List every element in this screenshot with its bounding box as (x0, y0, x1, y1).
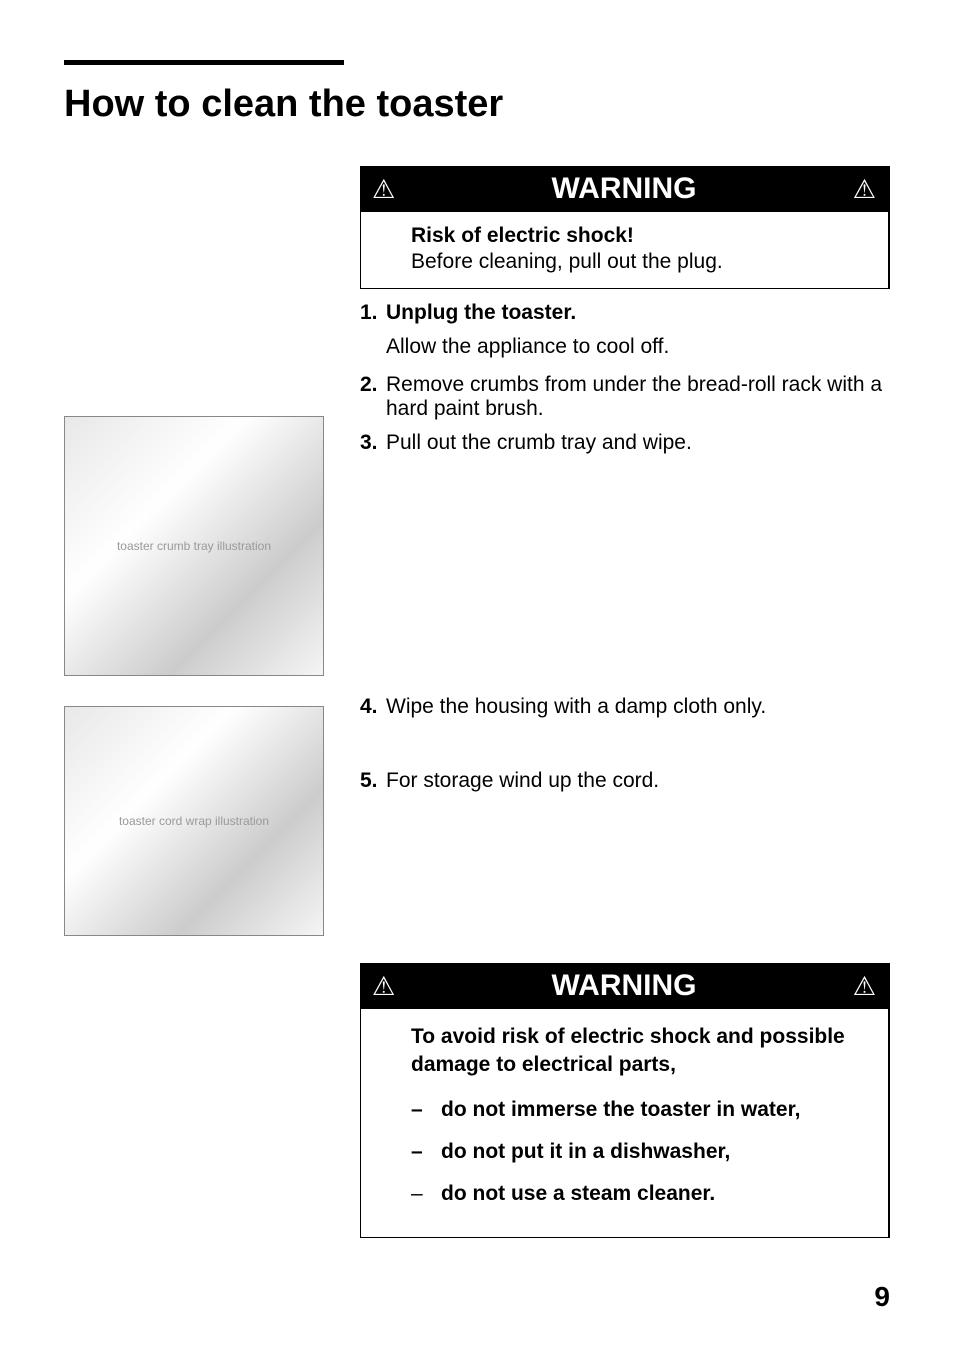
section-rule (64, 60, 344, 65)
step-1: 1. Unplug the toaster. (360, 301, 890, 325)
img2-alt: toaster cord wrap illustration (119, 814, 269, 828)
step-5: 5. For storage wind up the cord. (360, 769, 890, 793)
step-4-text: Wipe the housing with a damp cloth only. (386, 695, 890, 719)
spacer (360, 803, 890, 963)
step-3: 3. Pull out the crumb tray and wipe. (360, 431, 890, 455)
warning1-label: WARNING (552, 172, 697, 206)
step-1-sub: Allow the appliance to cool off. (386, 335, 890, 359)
step-2-text: Remove crumbs from under the bread-roll … (386, 373, 890, 421)
illustration-cord-wrap: toaster cord wrap illustration (64, 706, 324, 936)
warning2-item-1-text: do not immerse the toaster in water, (441, 1096, 800, 1124)
warning2-item-3-text: do not use a steam cleaner. (441, 1180, 715, 1208)
warning2-lead: To avoid risk of electric shock and poss… (411, 1023, 848, 1080)
steps-list: 1. Unplug the toaster. Allow the applian… (360, 301, 890, 793)
content-columns: toaster crumb tray illustration toaster … (64, 166, 890, 1238)
warning-icon: ⚠ (853, 174, 876, 205)
warning1-risk-title: Risk of electric shock! (411, 224, 868, 248)
step-2: 2. Remove crumbs from under the bread-ro… (360, 373, 890, 421)
step-4-num: 4. (360, 695, 386, 719)
warning2-item-1: – do not immerse the toaster in water, (411, 1096, 848, 1124)
warning-icon: ⚠ (372, 971, 395, 1002)
page-title: How to clean the toaster (64, 83, 890, 126)
step-3-num: 3. (360, 431, 386, 455)
dash-icon: – (411, 1096, 441, 1124)
spacer (360, 465, 890, 695)
dash-icon: – (411, 1180, 441, 1208)
warning1-risk-text: Before cleaning, pull out the plug. (411, 250, 868, 274)
page-number: 9 (874, 1281, 890, 1313)
warning2-item-3: – do not use a steam cleaner. (411, 1180, 848, 1208)
step-5-text: For storage wind up the cord. (386, 769, 890, 793)
step-4: 4. Wipe the housing with a damp cloth on… (360, 695, 890, 719)
warning-icon: ⚠ (372, 174, 395, 205)
img1-alt: toaster crumb tray illustration (117, 539, 271, 553)
warning2-item-2: – do not put it in a dishwasher, (411, 1138, 848, 1166)
right-column: ⚠ WARNING ⚠ Risk of electric shock! Befo… (360, 166, 890, 1238)
spacer (360, 729, 890, 769)
step-1-bold: Unplug the toaster. (386, 301, 576, 324)
warning2-label: WARNING (552, 969, 697, 1003)
warning2-bar: ⚠ WARNING ⚠ (360, 963, 890, 1009)
step-2-num: 2. (360, 373, 386, 421)
warning2-item-2-text: do not put it in a dishwasher, (441, 1138, 730, 1166)
step-1-num: 1. (360, 301, 386, 325)
illustration-crumb-tray: toaster crumb tray illustration (64, 416, 324, 676)
warning-icon: ⚠ (853, 971, 876, 1002)
step-3-text: Pull out the crumb tray and wipe. (386, 431, 890, 455)
left-column: toaster crumb tray illustration toaster … (64, 166, 332, 1238)
step-5-num: 5. (360, 769, 386, 793)
dash-icon: – (411, 1138, 441, 1166)
warning1-body: Risk of electric shock! Before cleaning,… (360, 212, 890, 289)
warning1-bar: ⚠ WARNING ⚠ (360, 166, 890, 212)
warning2-body: To avoid risk of electric shock and poss… (360, 1009, 890, 1238)
